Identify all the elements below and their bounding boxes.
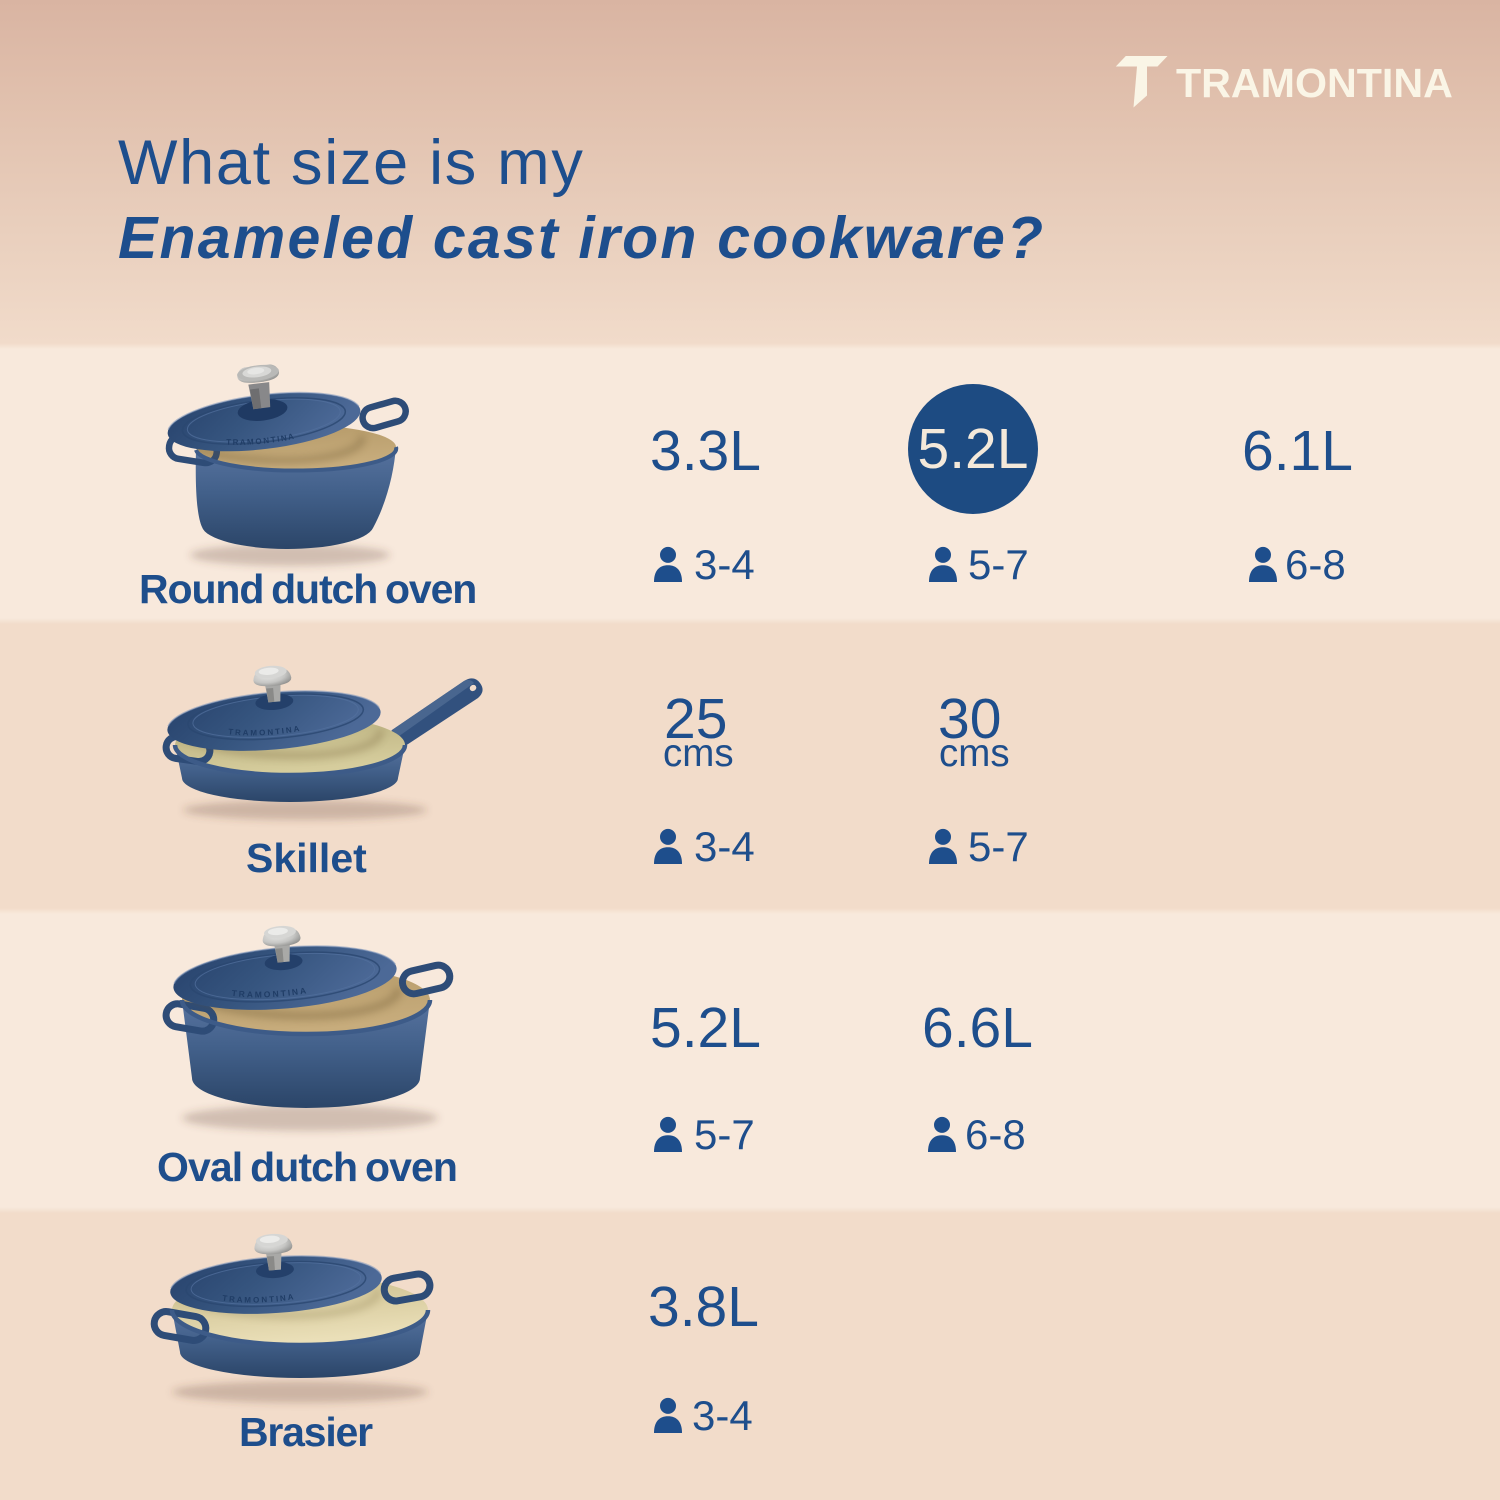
svg-text:TRAMONTINA: TRAMONTINA <box>1176 60 1453 106</box>
